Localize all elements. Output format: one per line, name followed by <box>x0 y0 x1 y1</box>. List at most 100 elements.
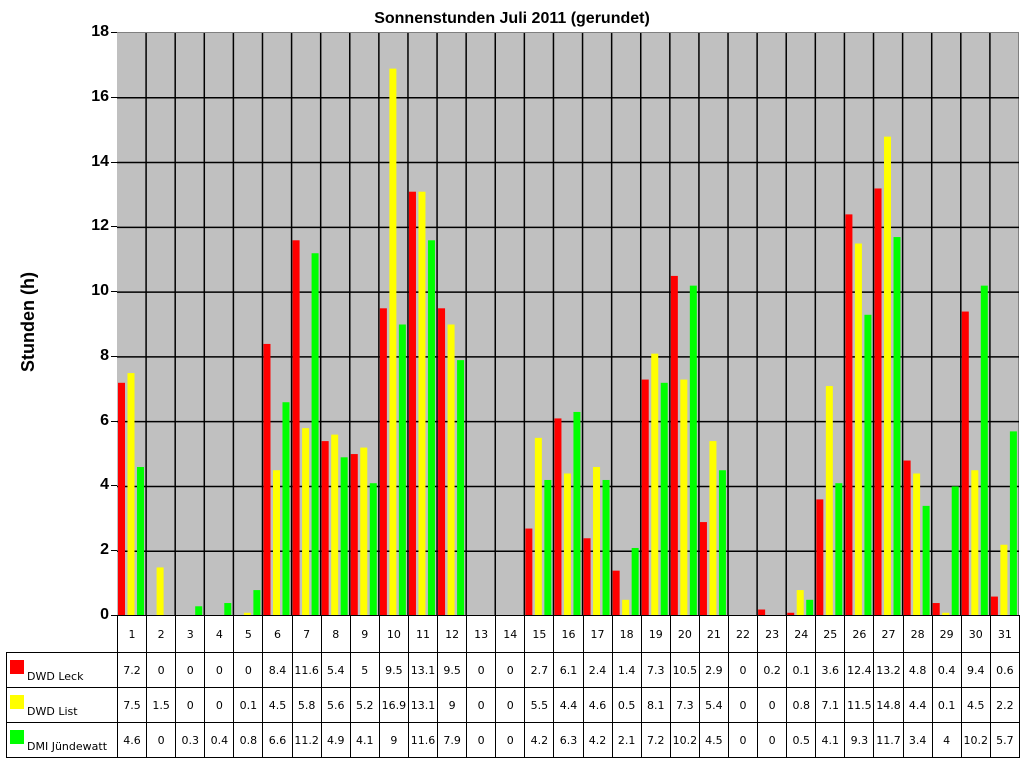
category-label: 18 <box>611 615 642 653</box>
table-cell: 11.6 <box>291 652 322 688</box>
table-cell: 0 <box>204 687 235 723</box>
category-label: 20 <box>669 615 700 653</box>
bar <box>816 499 824 616</box>
legend-label: DWD List <box>27 705 78 718</box>
table-cell: 11.2 <box>291 722 322 758</box>
bar <box>903 460 911 616</box>
bar <box>622 599 630 616</box>
category-label: 13 <box>466 615 497 653</box>
bar <box>447 324 455 616</box>
table-cell: 0 <box>175 687 206 723</box>
table-cell: 0.1 <box>786 652 817 688</box>
category-label: 9 <box>349 615 380 653</box>
table-cell: 4.5 <box>698 722 729 758</box>
bar <box>321 441 329 616</box>
bar <box>389 68 397 616</box>
table-cell: 5.4 <box>320 652 351 688</box>
bar <box>709 441 717 616</box>
legend-entry: DWD Leck <box>6 652 118 688</box>
bar <box>195 606 203 616</box>
table-cell: 0.2 <box>757 652 788 688</box>
table-cell: 4 <box>931 722 962 758</box>
table-cell: 4.4 <box>902 687 933 723</box>
bar <box>758 609 766 616</box>
table-cell: 0 <box>757 722 788 758</box>
table-cell: 4.8 <box>902 652 933 688</box>
plot-area <box>117 32 1019 616</box>
bar <box>631 547 639 616</box>
bar <box>806 599 814 616</box>
table-cell: 11.7 <box>873 722 904 758</box>
y-tick-label: 12 <box>91 217 109 235</box>
bar <box>602 479 610 616</box>
table-cell: 2.2 <box>989 687 1020 723</box>
bar <box>379 308 387 616</box>
category-label: 17 <box>582 615 613 653</box>
category-label: 7 <box>291 615 322 653</box>
table-cell: 0.5 <box>611 687 642 723</box>
bar <box>593 467 601 616</box>
table-cell: 4.4 <box>553 687 584 723</box>
bar <box>331 434 339 616</box>
table-cell: 0.3 <box>175 722 206 758</box>
table-cell: 13.2 <box>873 652 904 688</box>
category-label: 23 <box>757 615 788 653</box>
bar <box>787 612 795 616</box>
table-cell: 12.4 <box>844 652 875 688</box>
bar <box>874 188 882 616</box>
category-label: 15 <box>524 615 555 653</box>
bar <box>137 467 144 616</box>
category-label: 24 <box>786 615 817 653</box>
y-tick-label: 0 <box>100 606 109 623</box>
y-axis-label: Stunden (h) <box>18 272 38 372</box>
table-cell: 9.5 <box>437 652 468 688</box>
table-cell: 0.4 <box>204 722 235 758</box>
table-cell: 11.5 <box>844 687 875 723</box>
table-cell: 0 <box>204 652 235 688</box>
category-label: 22 <box>727 615 759 653</box>
bar <box>932 603 940 616</box>
category-label: 19 <box>640 615 671 653</box>
y-tick-label: 16 <box>91 87 109 105</box>
bar <box>884 136 892 616</box>
category-label: 30 <box>960 615 991 653</box>
table-cell: 7.9 <box>437 722 468 758</box>
y-tick-label: 14 <box>91 152 109 170</box>
table-cell: 0.1 <box>233 687 264 723</box>
bar <box>835 483 843 616</box>
category-label: 6 <box>262 615 293 653</box>
table-cell: 0 <box>495 722 526 758</box>
y-tick-mark <box>111 291 117 293</box>
bar <box>796 590 804 616</box>
category-label: 25 <box>815 615 846 653</box>
bar <box>699 522 707 616</box>
bar <box>680 379 688 616</box>
table-cell: 0 <box>146 722 177 758</box>
table-cell: 0.5 <box>786 722 817 758</box>
bar <box>243 612 251 616</box>
bar <box>302 428 310 616</box>
category-label: 5 <box>233 615 264 653</box>
y-tick-mark <box>111 420 117 422</box>
table-cell: 5.6 <box>320 687 351 723</box>
table-cell: 3.6 <box>815 652 846 688</box>
bar <box>845 214 853 616</box>
legend-swatch-icon <box>10 660 24 674</box>
table-cell: 4.2 <box>582 722 613 758</box>
table-cell: 2.4 <box>582 652 613 688</box>
table-cell: 9.5 <box>378 652 409 688</box>
bar <box>118 382 125 616</box>
table-cell: 4.1 <box>349 722 380 758</box>
category-label: 3 <box>175 615 206 653</box>
bar <box>893 237 901 616</box>
y-tick-mark <box>111 485 117 487</box>
y-tick-mark <box>111 32 117 33</box>
legend-swatch-icon <box>10 730 24 744</box>
category-label: 11 <box>407 615 439 653</box>
table-cell: 1.4 <box>611 652 642 688</box>
table-cell: 8.1 <box>640 687 671 723</box>
y-tick-mark <box>111 550 117 552</box>
category-label: 21 <box>698 615 729 653</box>
legend-label: DMI Jündewatt <box>27 740 108 753</box>
y-tick-label: 2 <box>100 541 109 559</box>
